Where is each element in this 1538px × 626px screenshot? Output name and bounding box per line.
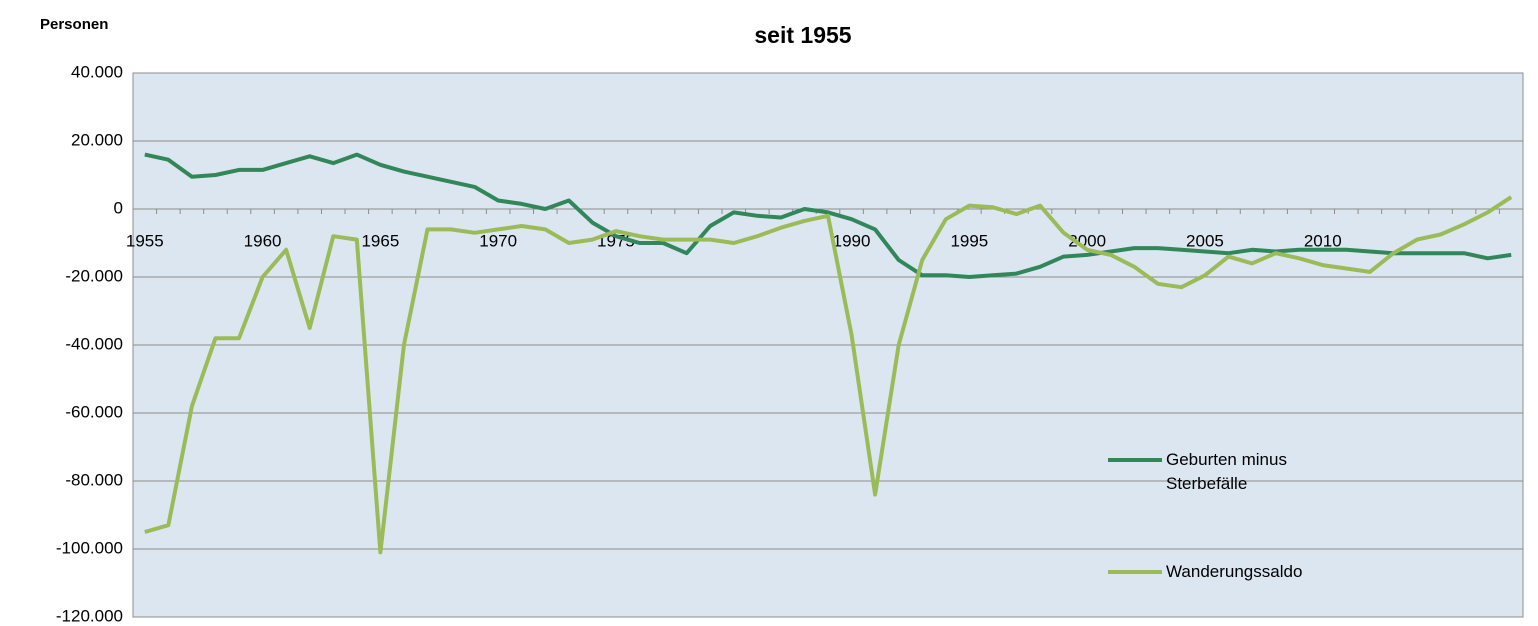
x-tick-label: 1955 [126, 231, 164, 250]
legend-label: Wanderungssaldo [1166, 562, 1303, 581]
x-tick-label: 2000 [1068, 231, 1106, 250]
y-tick-label: -120.000 [56, 606, 123, 625]
y-tick-label: 40.000 [71, 62, 123, 81]
y-tick-label: 20.000 [71, 130, 123, 149]
y-tick-label: 0 [114, 198, 123, 217]
x-tick-label: 1970 [479, 231, 517, 250]
y-tick-label: -100.000 [56, 538, 123, 557]
y-tick-label: -40.000 [65, 334, 123, 353]
series-line [144, 195, 1513, 555]
y-tick-label: -20.000 [65, 266, 123, 285]
series-line [144, 152, 1512, 279]
x-tick-label: 1990 [833, 231, 871, 250]
x-tick-label: 2005 [1186, 231, 1224, 250]
y-tick-label: -80.000 [65, 470, 123, 489]
y-axis-label: Personen [40, 16, 108, 33]
x-tick-label: 1965 [361, 231, 399, 250]
x-tick-label: 1960 [244, 231, 282, 250]
x-tick-label: 1995 [950, 231, 988, 250]
legend-label: Geburten minus Sterbefälle [1166, 450, 1287, 493]
y-tick-label: -60.000 [65, 402, 123, 421]
chart-title: seit 1955 [754, 22, 851, 48]
x-tick-label: 2010 [1304, 231, 1342, 250]
